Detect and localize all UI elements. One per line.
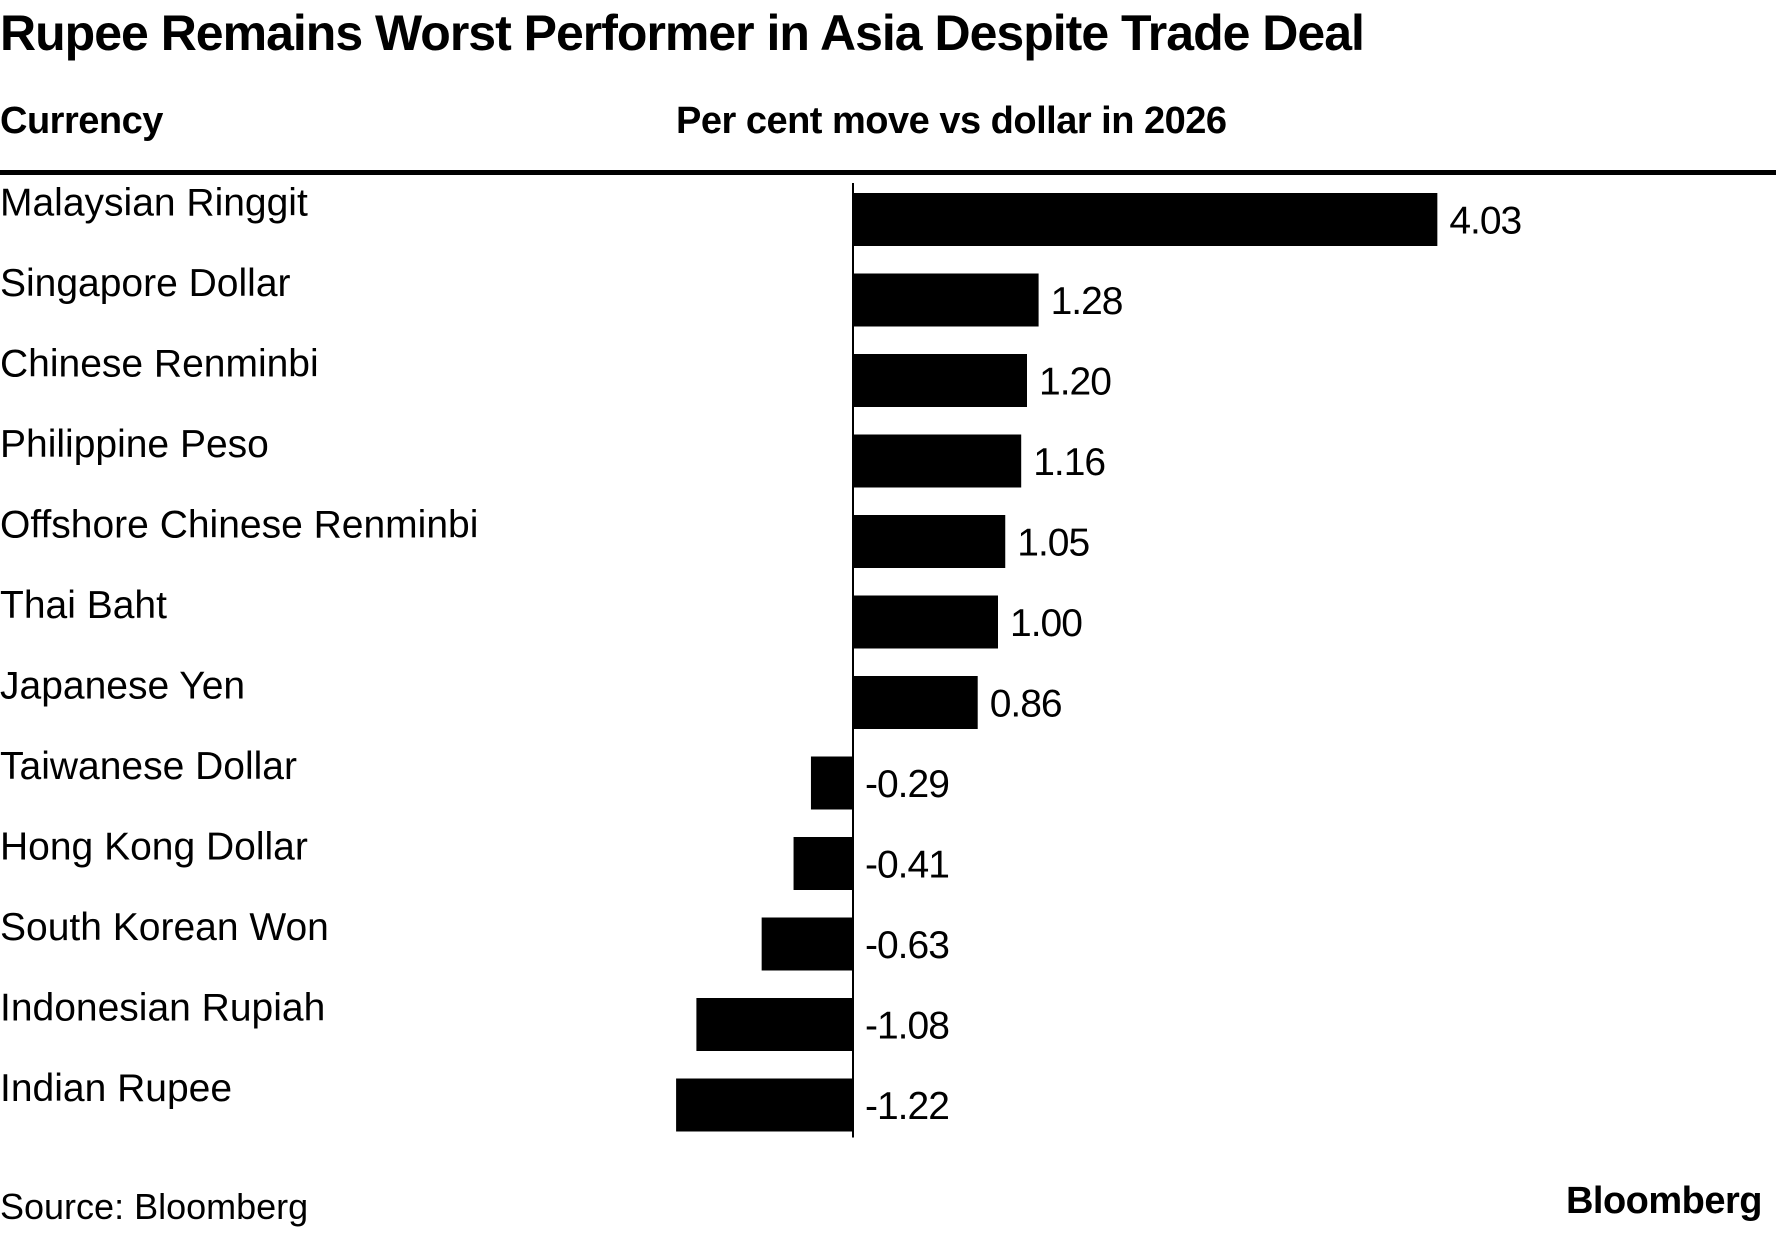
- chart-title: Rupee Remains Worst Performer in Asia De…: [0, 5, 1365, 61]
- category-label-philippine-peso: Philippine Peso: [0, 423, 269, 466]
- category-label-japanese-yen: Japanese Yen: [0, 665, 245, 708]
- value-label-taiwanese-dollar: -0.29: [865, 763, 949, 806]
- bar-indian-rupee: [676, 1078, 853, 1132]
- value-column-header: Per cent move vs dollar in 2026: [676, 100, 1227, 142]
- value-label-south-korean-won: -0.63: [865, 924, 949, 967]
- category-label-chinese-renminbi: Chinese Renminbi: [0, 343, 319, 386]
- bar-malaysian-ringgit: [853, 193, 1438, 246]
- bar-japanese-yen: [853, 676, 978, 729]
- category-label-hong-kong-dollar: Hong Kong Dollar: [0, 826, 308, 869]
- bar-singapore-dollar: [853, 273, 1039, 327]
- header-rule: [0, 170, 1776, 175]
- value-label-thai-baht: 1.00: [1010, 602, 1082, 645]
- category-label-thai-baht: Thai Baht: [0, 584, 167, 627]
- value-label-chinese-renminbi: 1.20: [1039, 361, 1111, 404]
- category-label-malaysian-ringgit: Malaysian Ringgit: [0, 182, 308, 225]
- category-label-south-korean-won: South Korean Won: [0, 906, 329, 949]
- bar-south-korean-won: [761, 917, 853, 971]
- value-label-indonesian-rupiah: -1.08: [865, 1005, 949, 1048]
- value-label-indian-rupee: -1.22: [865, 1085, 949, 1128]
- bar-chinese-renminbi: [853, 354, 1027, 407]
- bar-indonesian-rupiah: [696, 998, 853, 1051]
- value-label-japanese-yen: 0.86: [990, 683, 1062, 726]
- bar-hong-kong-dollar: [793, 837, 853, 890]
- bloomberg-logo: Bloomberg: [1565, 1180, 1763, 1222]
- source-note: Source: Bloomberg: [0, 1186, 309, 1227]
- category-label-indian-rupee: Indian Rupee: [0, 1067, 232, 1110]
- value-label-singapore-dollar: 1.28: [1051, 280, 1123, 323]
- category-label-singapore-dollar: Singapore Dollar: [0, 262, 291, 305]
- bar-thai-baht: [853, 595, 998, 649]
- value-label-malaysian-ringgit: 4.03: [1449, 200, 1521, 243]
- category-label-taiwanese-dollar: Taiwanese Dollar: [0, 745, 297, 788]
- bar-philippine-peso: [853, 434, 1022, 488]
- bar-taiwanese-dollar: [810, 756, 853, 810]
- bar-offshore-chinese-renminbi: [853, 515, 1006, 568]
- category-column-header: Currency: [0, 100, 163, 142]
- value-label-philippine-peso: 1.16: [1033, 441, 1105, 484]
- value-label-hong-kong-dollar: -0.41: [865, 844, 949, 887]
- category-label-indonesian-rupiah: Indonesian Rupiah: [0, 987, 325, 1030]
- category-label-offshore-chinese-renminbi: Offshore Chinese Renminbi: [0, 504, 478, 547]
- value-label-offshore-chinese-renminbi: 1.05: [1017, 522, 1089, 565]
